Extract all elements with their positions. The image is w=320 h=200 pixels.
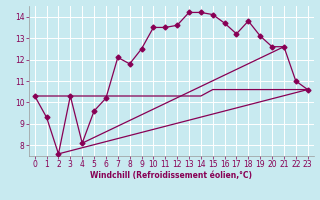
X-axis label: Windchill (Refroidissement éolien,°C): Windchill (Refroidissement éolien,°C)	[90, 171, 252, 180]
